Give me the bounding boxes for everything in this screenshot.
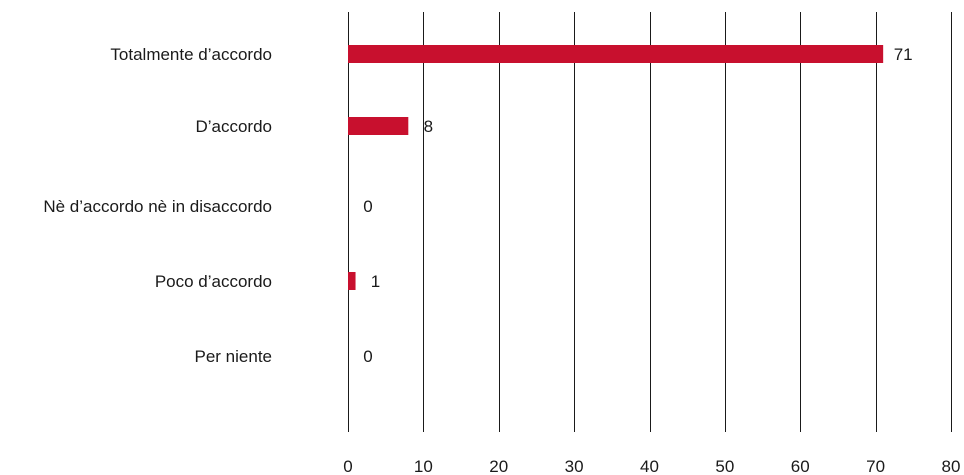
data-label-1: 8 bbox=[424, 117, 433, 136]
data-label-0: 71 bbox=[894, 45, 913, 64]
x-tick-label-0: 0 bbox=[343, 457, 352, 475]
gridlines bbox=[348, 12, 952, 432]
category-label-0: Totalmente d’accordo bbox=[110, 45, 272, 64]
category-label-2: Nè d’accordo nè in disaccordo bbox=[43, 197, 272, 216]
bar-0 bbox=[348, 45, 884, 63]
category-label-4: Per niente bbox=[195, 347, 273, 366]
x-tick-label-50: 50 bbox=[715, 457, 734, 475]
category-labels: Totalmente d’accordo D’accordo Nè d’accord… bbox=[43, 45, 272, 366]
x-tick-label-70: 70 bbox=[866, 457, 885, 475]
data-labels: 71 8 0 1 0 bbox=[363, 45, 912, 366]
bar-3 bbox=[348, 272, 356, 290]
x-tick-label-10: 10 bbox=[414, 457, 433, 475]
category-label-1: D’accordo bbox=[195, 117, 272, 136]
x-axis-tick-labels: 0 10 20 30 40 50 60 70 80 bbox=[343, 457, 960, 475]
x-tick-label-20: 20 bbox=[489, 457, 508, 475]
x-tick-label-80: 80 bbox=[942, 457, 961, 475]
x-tick-label-30: 30 bbox=[565, 457, 584, 475]
x-tick-label-60: 60 bbox=[791, 457, 810, 475]
bars bbox=[348, 45, 884, 290]
data-label-3: 1 bbox=[371, 272, 380, 291]
x-tick-label-40: 40 bbox=[640, 457, 659, 475]
category-label-3: Poco d’accordo bbox=[155, 272, 272, 291]
data-label-2: 0 bbox=[363, 197, 372, 216]
data-label-4: 0 bbox=[363, 347, 372, 366]
bar-1 bbox=[348, 117, 409, 135]
